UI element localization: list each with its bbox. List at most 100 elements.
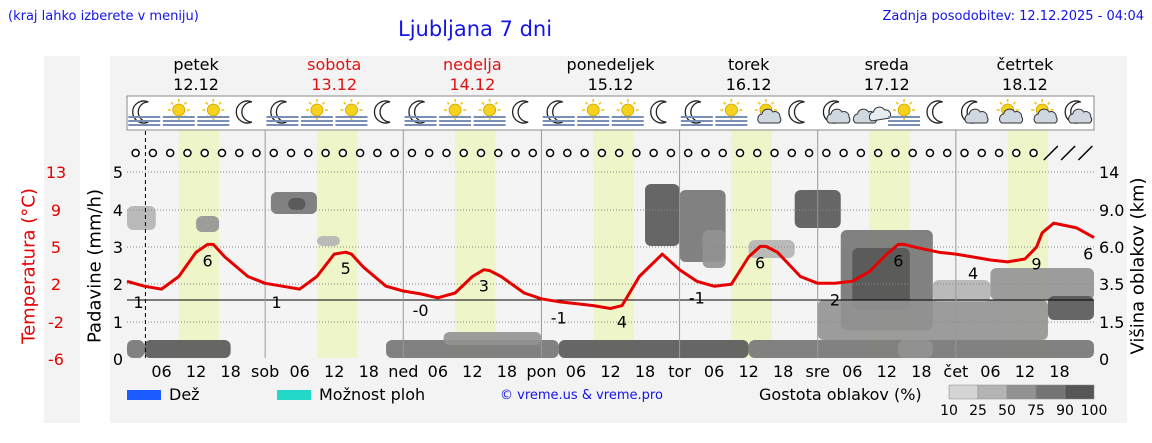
cloud-patch <box>645 184 680 246</box>
x-tick: 06 <box>566 362 586 381</box>
precip-chance-circle <box>614 148 624 158</box>
precip-tick: 3 <box>113 238 123 257</box>
cloud-height-tick: 9.0 <box>1099 201 1124 220</box>
moon-icon <box>373 100 391 124</box>
density-swatch <box>1006 384 1037 400</box>
density-level: 10 <box>940 403 958 419</box>
density-level: 50 <box>998 403 1016 419</box>
precip-chance-circle <box>511 148 520 158</box>
precip-chance-circle <box>545 148 555 158</box>
rain-mark <box>1043 145 1059 161</box>
cloud-patch <box>558 340 749 358</box>
precip-chance-circle <box>753 148 762 158</box>
day-date-5: 17.12 <box>864 75 910 94</box>
moon-icon <box>926 100 943 124</box>
density-level: 75 <box>1027 403 1045 419</box>
x-tick: 18 <box>359 362 379 381</box>
precip-tick: 0 <box>113 350 123 369</box>
precip-chance-circle <box>770 148 779 158</box>
cloud-patch <box>852 248 910 310</box>
showers-legend-swatch <box>277 390 311 400</box>
cloud-height-tick: 3.5 <box>1099 275 1124 294</box>
precip-tick: 4 <box>113 201 123 220</box>
daylight-band <box>316 96 358 358</box>
moon-icon <box>650 100 667 124</box>
x-tick: 06 <box>289 362 309 381</box>
page-title: Ljubljana 7 dni <box>398 17 553 41</box>
precip-chance-circle <box>407 148 417 158</box>
precip-chance-circle <box>424 148 434 158</box>
density-level: 90 <box>1056 403 1074 419</box>
sun-fog-icon <box>439 99 472 126</box>
temp-label: 5 <box>341 259 351 278</box>
density-swatch <box>977 384 1008 400</box>
day-name-1: sobota <box>307 55 361 74</box>
cloud-height-tick: 14 <box>1099 163 1119 182</box>
precip-chance-circle <box>873 148 883 158</box>
precip-tick: 5 <box>113 163 123 182</box>
precip-chance-circle <box>528 148 538 158</box>
cloud-patch <box>127 206 156 230</box>
cloud-height-tick: 1.5 <box>1099 313 1124 332</box>
precip-chance-circle <box>459 148 468 158</box>
moon-cloud-icon <box>1064 100 1093 124</box>
precip-chance-circle <box>390 148 399 158</box>
sun-cloud-icon <box>754 99 782 124</box>
sun-fog-icon <box>577 99 610 126</box>
precip-chance-circle <box>925 148 935 158</box>
precip-chance-circle <box>286 148 296 158</box>
moon-fog-icon <box>266 100 299 126</box>
precip-chance-circle <box>304 148 313 158</box>
sun-cloud-icon <box>996 99 1024 124</box>
day-name-3: ponedeljek <box>567 55 656 74</box>
precip-chance-circle <box>649 148 658 158</box>
cloud-icon <box>852 106 892 124</box>
x-tick: tor <box>668 362 691 381</box>
moon-icon <box>511 100 529 124</box>
temp-label: -1 <box>689 288 705 307</box>
cloud-patch <box>127 340 145 358</box>
cloud-patch <box>288 198 306 210</box>
temp-label: -0 <box>413 301 429 320</box>
x-tick: 06 <box>151 362 171 381</box>
temp-tick: 9 <box>51 201 61 220</box>
precip-chance-circle <box>165 148 175 158</box>
moon-icon <box>235 100 253 124</box>
daylight-band <box>455 96 496 358</box>
precip-tick: 1 <box>113 313 123 332</box>
day-name-4: torek <box>728 55 770 74</box>
temp-label: 4 <box>968 264 978 283</box>
last-update: Zadnja posodobitev: 12.12.2025 - 04:04 <box>882 9 1144 24</box>
precip-chance-circle <box>942 148 952 158</box>
temp-tick: 5 <box>51 238 61 257</box>
precip-chance-circle <box>200 148 209 158</box>
moon-fog-icon <box>680 100 713 126</box>
cloud-density-legend-title: Gostota oblakov (%) <box>759 385 922 404</box>
precip-chance-circle <box>217 148 227 158</box>
rain-legend-label: Dež <box>169 385 200 404</box>
precip-chance-circle <box>666 148 676 158</box>
credit-link[interactable]: © vreme.us & vreme.pro <box>500 388 663 403</box>
cloud-patch <box>817 300 1048 340</box>
region-note[interactable]: (kraj lahko izberete v meniju) <box>8 9 199 24</box>
x-tick: 18 <box>635 362 655 381</box>
temp-label: 6 <box>202 251 212 270</box>
x-tick: čet <box>943 362 968 381</box>
sun-fog-icon <box>611 99 644 126</box>
precip-chance-circle <box>234 148 244 158</box>
day-date-0: 12.12 <box>173 75 219 94</box>
temp-tick: 13 <box>46 163 66 182</box>
day-name-0: petek <box>173 55 219 74</box>
daylight-band <box>731 96 772 358</box>
moon-icon <box>788 100 805 124</box>
density-swatch <box>948 384 979 400</box>
moon-cloud-icon <box>822 100 851 124</box>
x-tick: 06 <box>842 362 862 381</box>
precip-chance-circle <box>718 148 727 158</box>
x-tick: 18 <box>911 362 931 381</box>
cloud-patch <box>443 332 542 345</box>
temp-label: 6 <box>755 253 765 272</box>
moon-cloud-icon <box>960 100 989 124</box>
x-tick: 06 <box>428 362 448 381</box>
